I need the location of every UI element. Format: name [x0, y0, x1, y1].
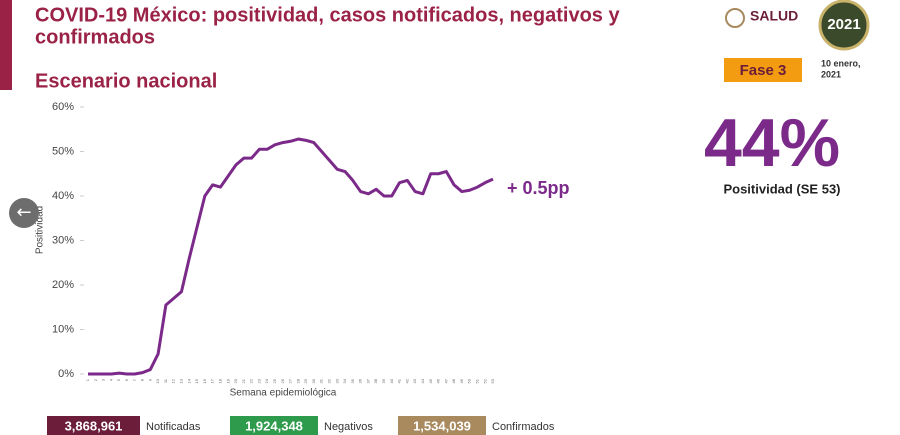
x-tick-label: 27	[288, 378, 293, 383]
x-tick-label: 25	[272, 378, 277, 383]
x-tick-label: 7	[132, 378, 137, 381]
x-tick-label: 29	[303, 378, 308, 383]
x-tick-label: 37	[365, 378, 370, 383]
x-tick-label: 51	[474, 378, 479, 383]
annotation: + 0.5pp	[507, 178, 570, 198]
x-tick-label: 47	[443, 378, 448, 383]
stat-value: 1,924,348	[245, 418, 303, 433]
x-tick-label: 32	[327, 378, 332, 383]
stat-box	[230, 416, 318, 435]
x-tick-label: 30	[311, 378, 316, 383]
x-tick-label: 28	[295, 378, 300, 383]
x-tick-label: 23	[256, 378, 261, 383]
x-tick-label: 8	[140, 378, 145, 381]
x-tick-label: 45	[428, 378, 433, 383]
x-tick-label: 14	[186, 378, 191, 383]
x-tick-label: 15	[194, 378, 199, 383]
title-line: COVID-19 México: positividad, casos noti…	[35, 4, 620, 26]
x-tick-label: 10	[155, 378, 160, 383]
x-tick-label: 44	[420, 378, 425, 383]
stat-label: Negativos	[324, 421, 373, 433]
subtitle: Escenario nacional	[35, 70, 217, 92]
x-tick-label: 43	[412, 378, 417, 383]
x-tick-label: 35	[350, 378, 355, 383]
stat-label: Confirmados	[492, 421, 555, 433]
accent-bar	[0, 0, 12, 90]
x-tick-label: 17	[210, 378, 215, 383]
x-tick-label: 18	[217, 378, 222, 383]
x-tick-label: 34	[342, 378, 347, 383]
x-tick-label: 5	[116, 378, 121, 381]
title-line: confirmados	[35, 26, 155, 48]
x-tick-label: 21	[241, 378, 246, 383]
x-tick-label: 2	[93, 378, 98, 381]
x-tick-label: 49	[459, 378, 464, 383]
stat-box	[398, 416, 486, 435]
x-tick-label: 53	[490, 378, 495, 383]
x-tick-label: 26	[280, 378, 285, 383]
x-tick-label: 33	[334, 378, 339, 383]
stat-box	[47, 416, 140, 435]
stat-value: 1,534,039	[413, 418, 471, 433]
y-tick-label: 20%	[52, 279, 74, 291]
logo-text: SALUD	[750, 8, 798, 24]
date-line: 10 enero,	[821, 58, 861, 68]
y-tick-label: 60%	[52, 101, 74, 113]
x-tick-label: 19	[225, 378, 230, 383]
stat-value: 3,868,961	[65, 418, 123, 433]
y-axis-title: Positividad	[35, 206, 46, 254]
highlight-value: 44%	[704, 105, 840, 181]
x-tick-label: 40	[389, 378, 394, 383]
x-tick-label: 41	[397, 378, 402, 383]
x-tick-label: 6	[124, 378, 129, 381]
highlight-label: Positividad (SE 53)	[723, 181, 840, 196]
x-tick-label: 31	[319, 378, 324, 383]
x-tick-label: 20	[233, 378, 238, 383]
badge-text: Fase 3	[740, 62, 787, 79]
x-tick-label: 38	[373, 378, 378, 383]
x-tick-label: 22	[249, 378, 254, 383]
back-button[interactable]: ←	[9, 198, 39, 228]
emblem-text: 2021	[827, 16, 860, 33]
x-tick-label: 9	[147, 378, 152, 381]
x-tick-label: 48	[451, 378, 456, 383]
y-tick-label: 40%	[52, 190, 74, 202]
y-tick-label: 10%	[52, 323, 74, 335]
logo-emblem	[725, 8, 745, 28]
line-series	[88, 137, 494, 376]
date-line: 2021	[821, 69, 841, 79]
x-tick-label: 12	[171, 378, 176, 383]
x-tick-label: 46	[436, 378, 441, 383]
x-tick-label: 4	[108, 378, 113, 381]
x-tick-label: 36	[358, 378, 363, 383]
x-tick-label: 24	[264, 378, 269, 383]
y-tick-label: 50%	[52, 145, 74, 157]
stat-label: Notificadas	[146, 421, 201, 433]
y-tick-label: 30%	[52, 234, 74, 246]
x-axis-title: Semana epidemiológica	[230, 388, 337, 399]
x-tick-label: 50	[467, 378, 472, 383]
x-tick-label: 13	[179, 378, 184, 383]
y-tick-label: 0%	[58, 368, 74, 380]
emblem	[818, 0, 870, 51]
x-tick-label: 16	[202, 378, 207, 383]
x-tick-label: 42	[404, 378, 409, 383]
x-tick-label: 39	[381, 378, 386, 383]
x-tick-label: 11	[163, 378, 168, 383]
x-tick-label: 52	[482, 378, 487, 383]
x-tick-label: 1	[85, 378, 90, 381]
x-tick-label: 3	[101, 378, 106, 381]
badge	[724, 58, 802, 82]
